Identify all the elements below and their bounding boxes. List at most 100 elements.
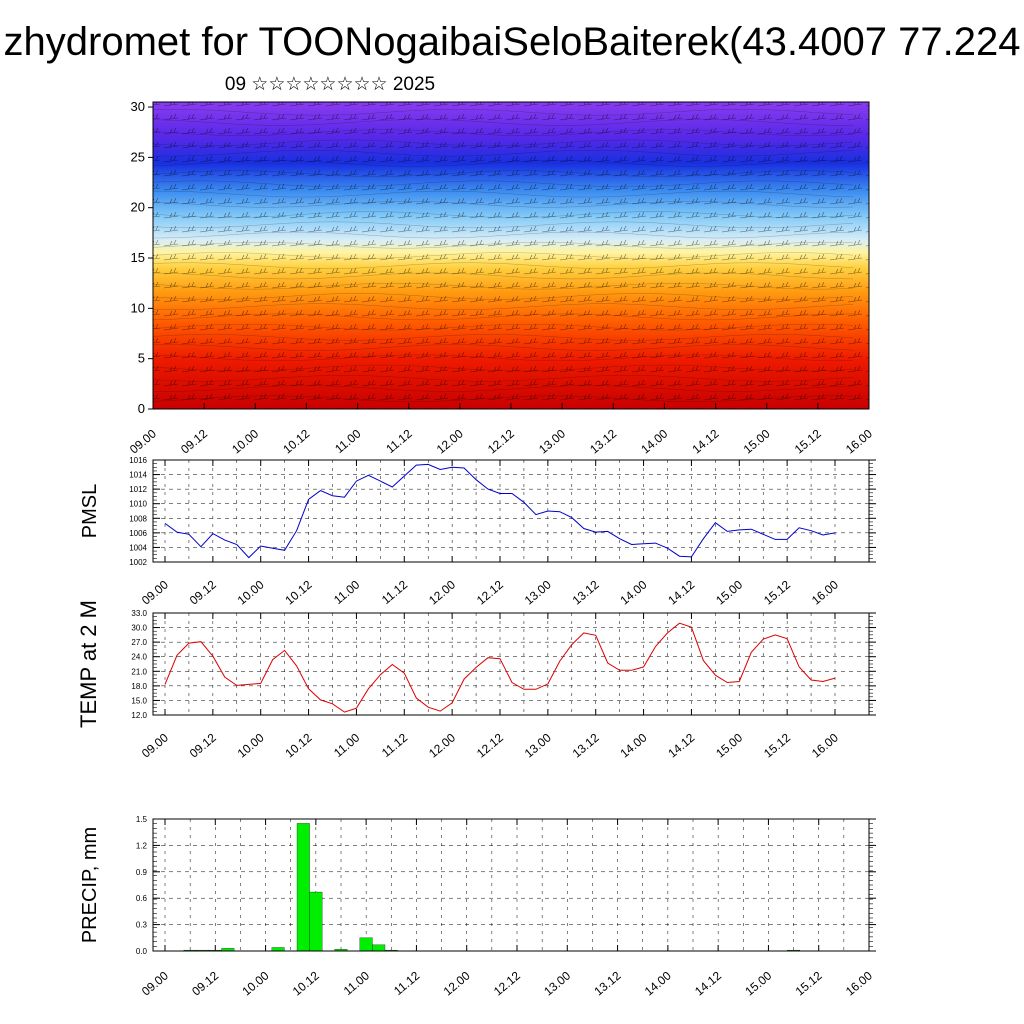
cross-section-x-tick-label: 11.00 — [332, 426, 364, 456]
contour-line — [152, 242, 854, 249]
precip-bar — [309, 891, 323, 952]
precip-bar — [271, 947, 285, 952]
temp-x-tick-label: 12.00 — [426, 730, 458, 760]
temp-x-tick-label: 10.12 — [282, 730, 314, 760]
cross-section-x-tick-label: 09.12 — [178, 426, 210, 456]
temp-panel: 12.0 15.0 18.0 21.0 24.0 27.0 30.0 33.0 09.00 09.… — [76, 600, 876, 761]
contour-line — [152, 221, 854, 228]
pmsl-x-tick-label: 09.12 — [187, 577, 219, 607]
contour-line — [152, 272, 854, 280]
pmsl-y-axis-label: PMSL — [79, 484, 101, 538]
precip-y-tick-label: 1.2 — [136, 841, 148, 850]
cross-section-x-tick-label: 13.12 — [587, 426, 619, 456]
temp-x-tick-label: 13.12 — [570, 730, 602, 760]
wind-barbs — [153, 102, 869, 409]
contour-line — [152, 323, 854, 331]
pmsl-y-tick-label: 1004 — [129, 543, 147, 552]
contour-line — [152, 119, 854, 126]
temp-series-line — [164, 622, 836, 713]
precip-x-tick-label: 12.00 — [441, 968, 473, 998]
temp-y-tick-label: 33.0 — [131, 609, 147, 618]
contour-line — [152, 364, 854, 372]
pmsl-x-tick-label: 09.00 — [139, 577, 171, 607]
contour-line — [152, 303, 854, 310]
pmsl-x-tick-label: 16.00 — [809, 577, 841, 607]
temp-y-tick-label: 27.0 — [131, 638, 147, 647]
precip-x-tick-label: 13.00 — [541, 968, 573, 998]
contour-line — [152, 334, 854, 341]
precip-x-tick-label: 15.00 — [742, 968, 774, 998]
pmsl-panel: 1002 1004 1006 1008 1010 1012 1014 1016 09.00 09.… — [79, 456, 876, 608]
contour-line — [152, 139, 854, 147]
temp-x-tick-label: 11.00 — [331, 730, 363, 760]
precip-x-tick-label: 13.12 — [591, 968, 623, 998]
contour-line — [152, 252, 854, 259]
precip-x-tick-label: 09.12 — [189, 968, 221, 998]
precip-y-tick-label: 0.9 — [136, 868, 148, 877]
temp-x-tick-label: 11.12 — [379, 730, 411, 760]
temp-x-tick-label: 09.12 — [187, 730, 219, 760]
precip-x-tick-label: 11.12 — [391, 968, 423, 998]
contour-line — [152, 170, 854, 177]
contour-line — [152, 283, 854, 290]
contour-line — [152, 149, 854, 157]
temp-frame — [152, 612, 870, 716]
pmsl-x-tick-label: 14.12 — [665, 577, 697, 607]
cross-section-x-tick-label: 11.12 — [383, 426, 415, 456]
temp-y-tick-label: 24.0 — [131, 653, 147, 662]
contour-line — [152, 354, 854, 362]
precip-x-tick-label: 09.00 — [139, 968, 171, 998]
temp-x-tick-label: 13.00 — [522, 730, 554, 760]
temp-y-tick-label: 12.0 — [131, 711, 147, 720]
contour-line — [152, 375, 854, 382]
precip-panel: 0.0 0.3 0.6 0.9 1.2 1.5 09.00 09.12 10.00 10.12 11… — [79, 815, 876, 999]
cross-section-x-tick-label: 16.00 — [843, 426, 875, 456]
temp-x-tick-label: 10.00 — [235, 730, 267, 760]
pmsl-frame — [152, 459, 870, 563]
pmsl-series-line — [164, 463, 836, 559]
cross-section-y-tick-label: 10 — [131, 300, 145, 315]
pmsl-y-tick-label: 1014 — [129, 471, 147, 480]
precip-x-tick-label: 15.12 — [793, 968, 825, 998]
pmsl-x-tick-label: 10.12 — [282, 577, 314, 607]
contour-line — [152, 293, 854, 300]
cross-section-x-tick-label: 10.12 — [280, 426, 312, 456]
cross-section-x-tick-label: 12.00 — [434, 426, 466, 456]
temp-y-tick-label: 18.0 — [131, 682, 147, 691]
contour-line — [152, 201, 854, 208]
cross-section-x-tick-label: 12.12 — [485, 426, 517, 456]
cross-section-x-tick-label: 15.00 — [741, 426, 773, 456]
precip-bar — [296, 823, 310, 952]
cross-section-x-tick-label: 13.00 — [536, 426, 568, 456]
pmsl-x-tick-label: 10.00 — [235, 577, 267, 607]
pmsl-x-tick-label: 12.12 — [474, 577, 506, 607]
precip-frame — [152, 818, 870, 952]
precip-x-tick-label: 12.12 — [491, 968, 523, 998]
cross-section-y-tick-label: 25 — [131, 149, 145, 164]
contour-line — [152, 180, 854, 188]
precip-x-tick-label: 14.00 — [642, 968, 674, 998]
contour-line — [152, 385, 854, 392]
contour-line — [152, 262, 854, 269]
cross-section-x-tick-label: 10.00 — [229, 426, 261, 456]
cross-section-y-tick-label: 0 — [138, 401, 145, 416]
cross-section-x-tick-label: 14.00 — [638, 426, 670, 456]
cross-section-x-tick-label: 09.00 — [127, 426, 159, 456]
pmsl-x-tick-label: 14.00 — [617, 577, 649, 607]
precip-y-tick-label: 0.0 — [136, 947, 148, 956]
temp-y-axis-label: TEMP at 2 M — [76, 600, 101, 728]
pmsl-x-tick-label: 12.00 — [426, 577, 458, 607]
pmsl-y-tick-label: 1012 — [129, 485, 147, 494]
temp-y-tick-label: 15.0 — [131, 696, 147, 705]
cross-section-panel: 0 5 10 15 20 25 30 09.00 09.12 10.00 10.12 11.00 11.… — [127, 99, 875, 457]
cross-section-y-tick-label: 15 — [131, 250, 145, 265]
cross-section-x-tick-label: 15.12 — [792, 426, 824, 456]
contour-line — [152, 395, 854, 402]
cross-section-frame — [152, 101, 870, 410]
temp-x-tick-label: 15.00 — [713, 730, 745, 760]
contour-line — [152, 129, 854, 136]
page-subtitle: 09 ☆☆☆☆☆☆☆☆ 2025 — [224, 74, 436, 95]
precip-y-tick-label: 1.5 — [136, 815, 148, 824]
precip-y-axis-label: PRECIP, mm — [79, 827, 101, 943]
